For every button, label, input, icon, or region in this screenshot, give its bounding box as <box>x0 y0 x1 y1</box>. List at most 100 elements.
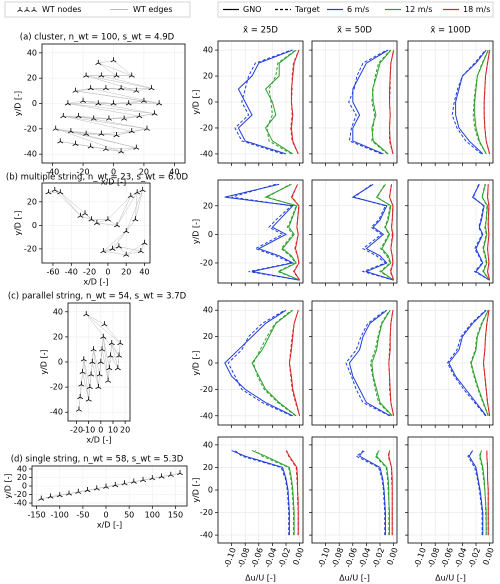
wt-node <box>89 358 96 364</box>
wt-node <box>167 471 174 477</box>
wt-edge <box>113 60 132 76</box>
wt-node <box>114 365 121 371</box>
wt-edge <box>111 343 120 356</box>
x-tick-label: 0.00 <box>481 546 496 566</box>
wt-node <box>85 396 92 402</box>
wt-node <box>98 72 105 78</box>
x-tick-label: 40 <box>169 168 179 177</box>
gno-profile <box>351 183 394 281</box>
x-tick-label: -0.02 <box>467 546 483 569</box>
x-axis-label: Δu/U [-] <box>339 574 370 583</box>
panel-title: (a) cluster, n_wt = 100, s_wt = 4.9D <box>20 33 175 43</box>
wt-node <box>95 100 102 106</box>
wt-edge <box>98 60 114 64</box>
wt-node <box>77 393 84 400</box>
y-tick-label: -20 <box>200 508 213 517</box>
wt-edge <box>111 343 119 369</box>
gno-profile <box>264 183 300 281</box>
wt-edge <box>93 349 99 388</box>
wt-edge <box>67 103 155 114</box>
y-tick-label: 0 <box>208 230 213 239</box>
gno-profile <box>371 49 392 155</box>
target-profile <box>446 309 486 417</box>
wt-node <box>87 85 94 91</box>
wt-node <box>100 248 107 254</box>
gno-profile <box>348 309 391 417</box>
gno-profile <box>448 309 487 417</box>
gno-profile <box>388 310 395 416</box>
wt-edge <box>82 371 89 400</box>
legend-swatch <box>24 7 30 12</box>
wt-edge <box>60 192 81 217</box>
target-profile <box>227 309 292 417</box>
wt-edge <box>86 75 137 92</box>
target-profile <box>369 309 392 417</box>
plot-frame <box>311 179 398 284</box>
wt-node <box>93 485 100 491</box>
plot-frame <box>217 300 304 426</box>
gno-profile <box>481 184 491 281</box>
wt-node <box>132 216 139 222</box>
wt-edge <box>96 222 118 226</box>
wt-node <box>57 189 64 195</box>
wt-edge <box>104 324 121 344</box>
wt-node <box>123 228 130 234</box>
wt-node <box>75 488 82 494</box>
wt-edge <box>60 192 86 214</box>
wt-node <box>133 144 140 150</box>
plot-frame <box>217 179 304 284</box>
wt-edge <box>93 349 100 375</box>
wt-edge <box>90 88 160 104</box>
gno-profile <box>224 183 300 281</box>
wt-node <box>110 100 117 106</box>
legend-label: 6 m/s <box>347 5 369 14</box>
plot-frame <box>217 436 304 544</box>
y-tick-label: 40 <box>17 464 27 473</box>
x-tick-label: 150 <box>168 511 183 520</box>
column-title: x̄ = 50D <box>337 26 372 36</box>
wt-edge <box>131 128 148 132</box>
y-tick-label: 0 <box>22 482 27 491</box>
wt-edge <box>63 115 94 119</box>
wt-edge <box>116 195 132 226</box>
gno-profile <box>483 50 491 155</box>
wt-node <box>86 383 93 390</box>
wt-node <box>140 97 147 103</box>
wt-node <box>98 130 105 136</box>
wt-node <box>103 483 110 489</box>
wt-edge <box>121 88 137 92</box>
wt-node <box>148 85 155 91</box>
legend-label: 18 m/s <box>463 5 490 14</box>
wt-edge <box>116 192 138 226</box>
wt-edge <box>92 361 99 388</box>
target-profile <box>234 49 292 155</box>
y-axis-label: y/D [-] <box>4 473 13 498</box>
wt-edge <box>80 215 92 220</box>
y-axis-label: y/D [-] <box>192 350 201 375</box>
x-axis-label: Δu/U [-] <box>245 574 276 583</box>
target-profile <box>451 49 486 155</box>
wt-node <box>78 381 85 387</box>
plot-frame <box>407 179 494 284</box>
y-tick-label: 40 <box>53 307 63 316</box>
wt-node <box>113 72 120 78</box>
gno-profile <box>468 450 484 536</box>
x-tick-label: -50 <box>76 511 89 520</box>
wt-node <box>96 371 103 377</box>
wt-node <box>47 493 54 499</box>
gno-profile <box>479 450 487 536</box>
gno-profile <box>474 49 489 155</box>
wt-node <box>177 470 184 476</box>
x-tick-label: -40 <box>65 268 78 277</box>
wt-node <box>115 243 122 249</box>
wt-edge <box>83 359 91 388</box>
y-tick-label: 40 <box>203 306 213 315</box>
wt-edge <box>105 148 122 152</box>
wt-edge <box>86 314 105 325</box>
x-tick-label: 50 <box>124 511 134 520</box>
wt-node <box>80 356 87 362</box>
wt-edge <box>86 75 152 89</box>
gno-profile <box>470 310 489 416</box>
wt-node <box>38 495 45 501</box>
wt-edge <box>139 113 155 117</box>
